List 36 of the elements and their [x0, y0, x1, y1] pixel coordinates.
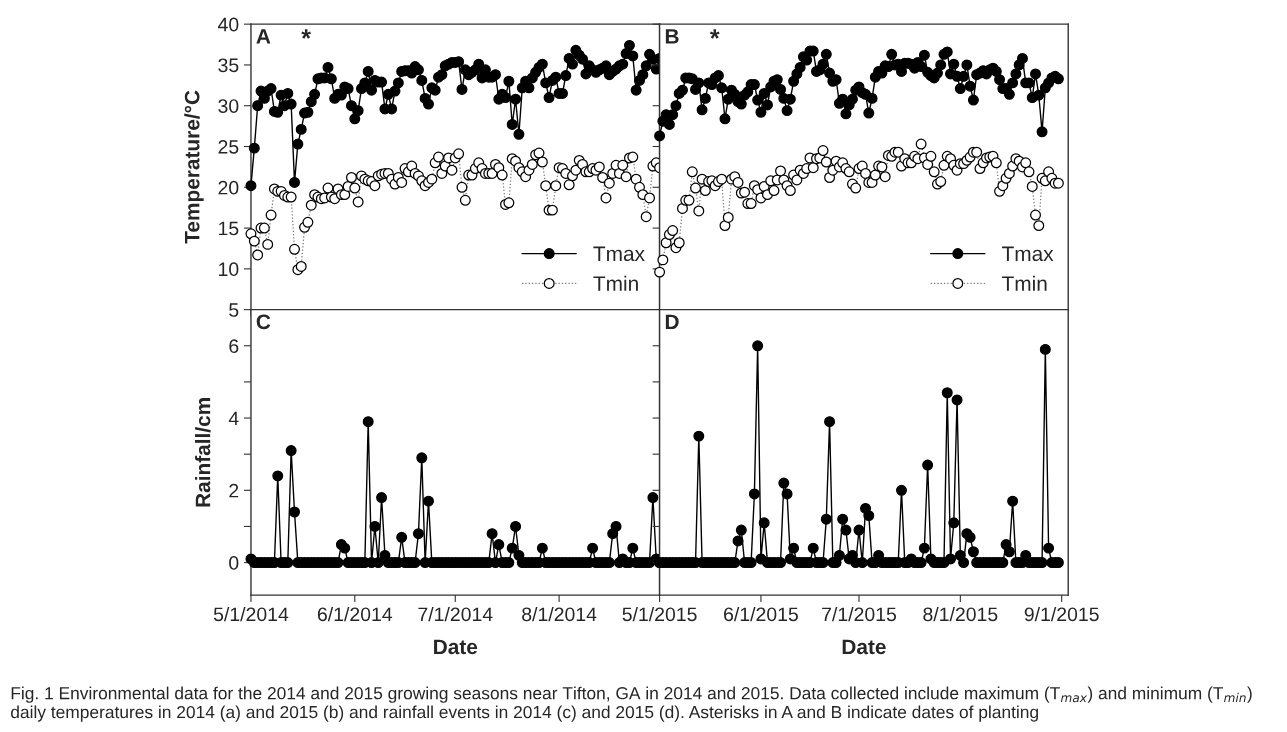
annotation: C	[256, 314, 271, 330]
x-tick-label: 7/1/2015	[822, 606, 897, 622]
y-axis-title: Rainfall/cm	[195, 398, 211, 507]
legend-label: Tmin	[1002, 275, 1047, 291]
y-tick-label: 30	[218, 99, 239, 113]
annotation: D	[665, 314, 679, 330]
legend-label: Tmin	[593, 275, 638, 291]
y-tick-label: 35	[218, 58, 239, 73]
x-tick-label: 7/1/2014	[418, 606, 493, 622]
y-tick-label: 4	[228, 411, 239, 426]
x-tick-label: 8/1/2015	[923, 606, 998, 622]
x-tick-label: 9/1/2015	[1024, 606, 1099, 622]
annotation: *	[709, 29, 720, 39]
x-axis-title: Date	[842, 639, 886, 655]
y-tick-label: 25	[218, 139, 239, 154]
annotation: *	[301, 29, 311, 39]
x-tick-label: 8/1/2014	[522, 606, 597, 622]
x-tick-label: 6/1/2015	[724, 606, 798, 622]
y-tick-label: 40	[217, 17, 239, 32]
x-tick-label: 5/1/2014	[213, 606, 289, 622]
legend-label: Tmax	[593, 246, 645, 262]
y-tick-label: 10	[219, 262, 239, 277]
annotation: B	[665, 29, 679, 44]
y-tick-label: 20	[218, 180, 239, 195]
text: Fig. 1 Environmental data for the 2014 and 2015 growing seasons near Tifton, GA in 2014 and 2015. Data collected include maximum (T$_{max}$) and minimum (T$_{min}$) daily temperatures in 2014 (a) and 2015 (b) and rainfall events in 2014 (c) and 2015 (d). Asterisks in A and B indicate dates of planting	[11, 686, 1252, 722]
y-tick-label: 15	[219, 221, 239, 236]
x-axis-title: Date	[434, 639, 478, 655]
x-tick-label: 6/1/2014	[317, 606, 393, 622]
y-axis-title: Temperature/°C	[184, 90, 204, 244]
x-tick-label: 5/1/2015	[622, 606, 697, 622]
annotation: A	[256, 29, 271, 44]
y-tick-label: 2	[229, 483, 239, 498]
y-tick-label: 6	[229, 339, 239, 354]
y-tick-label: 0	[229, 556, 239, 570]
legend-label: Tmax	[1002, 246, 1054, 262]
y-tick-label: 5	[229, 303, 239, 317]
